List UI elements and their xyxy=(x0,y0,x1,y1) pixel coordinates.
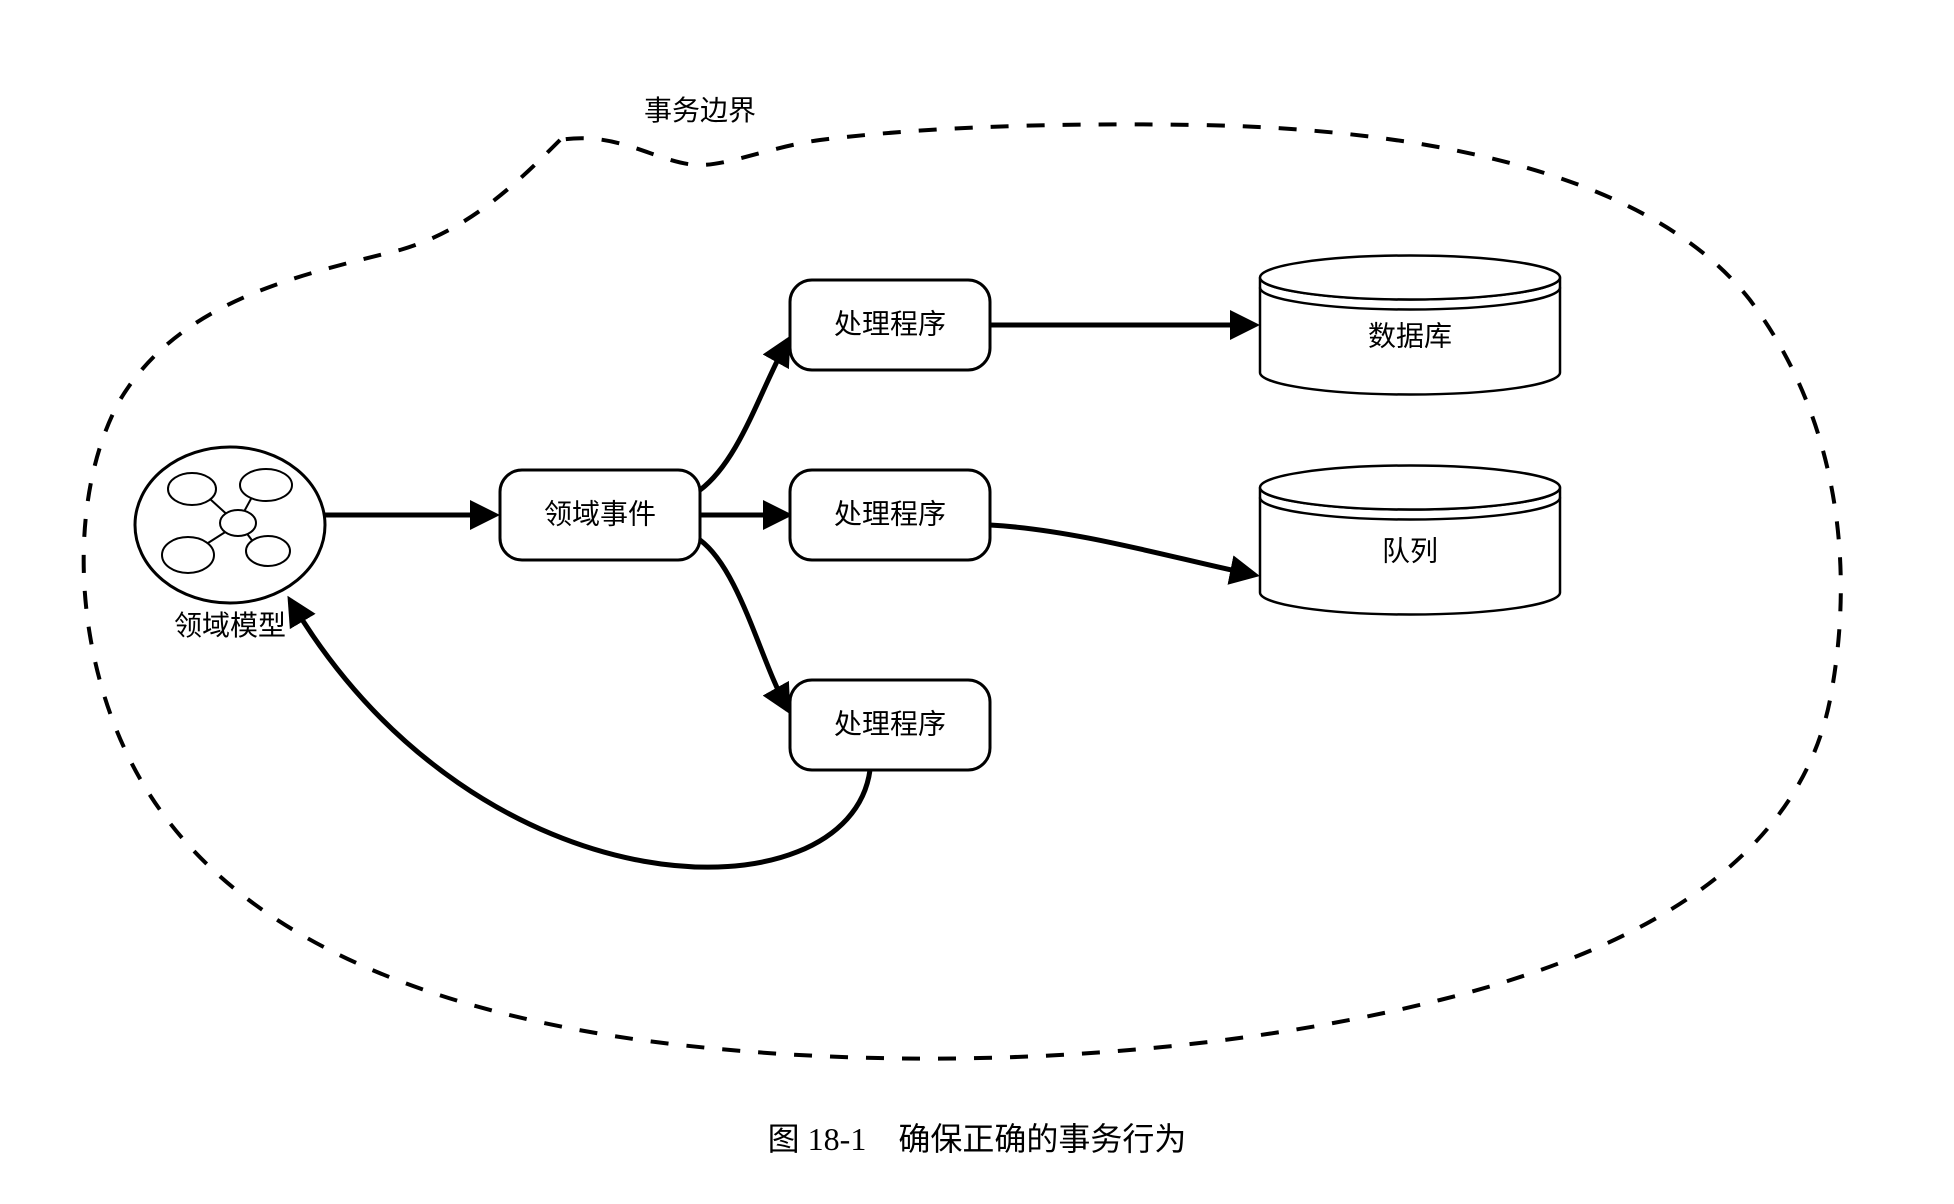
edge-domain_event-to-handler1 xyxy=(700,340,788,490)
handler-1-node-label: 处理程序 xyxy=(834,308,946,340)
transaction-boundary-label: 事务边界 xyxy=(644,95,756,127)
database-node-label: 数据库 xyxy=(1368,320,1452,352)
edge-domain_event-to-handler3 xyxy=(700,540,788,710)
handler-3-node-label: 处理程序 xyxy=(834,708,946,740)
queue-node: 队列 xyxy=(1260,466,1560,615)
handler-2-node-label: 处理程序 xyxy=(834,498,946,530)
domain-event-node: 领域事件 xyxy=(500,470,700,560)
domain-model-label: 领域模型 xyxy=(174,610,286,642)
domain-event-node-label: 领域事件 xyxy=(544,498,656,530)
handler-1-node: 处理程序 xyxy=(790,280,990,370)
handler-2-node: 处理程序 xyxy=(790,470,990,560)
figure-caption: 图 18-1 确保正确的事务行为 xyxy=(768,1121,1187,1157)
database-node: 数据库 xyxy=(1260,256,1560,395)
handler-3-node: 处理程序 xyxy=(790,680,990,770)
edge-handler3-to-domain_model xyxy=(290,600,870,867)
edge-handler2-to-queue xyxy=(990,525,1255,575)
queue-node-label: 队列 xyxy=(1382,535,1438,567)
transaction-boundary xyxy=(84,124,1841,1058)
